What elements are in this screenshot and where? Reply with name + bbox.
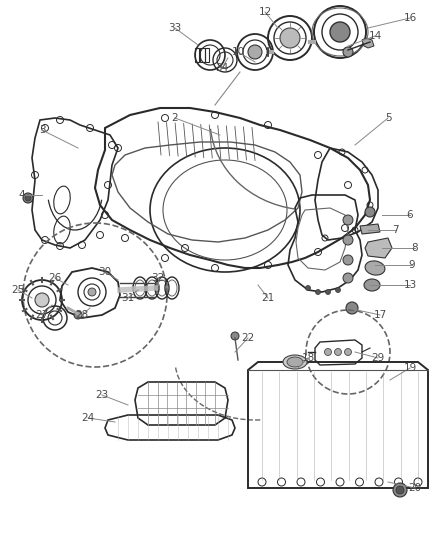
- Circle shape: [396, 486, 404, 494]
- Ellipse shape: [283, 355, 307, 369]
- Circle shape: [35, 293, 49, 307]
- Text: 21: 21: [261, 293, 275, 303]
- Text: 30: 30: [99, 267, 112, 277]
- Text: 31: 31: [121, 293, 134, 303]
- Circle shape: [23, 193, 33, 203]
- Circle shape: [343, 273, 353, 283]
- Ellipse shape: [365, 261, 385, 275]
- Text: 19: 19: [403, 363, 417, 373]
- Text: 8: 8: [412, 243, 418, 253]
- Circle shape: [343, 235, 353, 245]
- Circle shape: [335, 349, 342, 356]
- Text: 24: 24: [81, 413, 95, 423]
- Circle shape: [345, 349, 352, 356]
- Circle shape: [325, 349, 332, 356]
- Text: 20: 20: [409, 483, 421, 493]
- Text: 2: 2: [172, 113, 178, 123]
- Text: 6: 6: [407, 210, 413, 220]
- Text: 13: 13: [403, 280, 417, 290]
- Text: 29: 29: [371, 353, 385, 363]
- Text: 10: 10: [231, 47, 244, 57]
- Ellipse shape: [287, 357, 303, 367]
- Ellipse shape: [364, 279, 380, 291]
- Text: 4: 4: [19, 190, 25, 200]
- Text: 33: 33: [168, 23, 182, 33]
- Ellipse shape: [248, 45, 262, 59]
- Text: 14: 14: [368, 31, 381, 41]
- Circle shape: [365, 207, 375, 217]
- Ellipse shape: [280, 28, 300, 48]
- Circle shape: [346, 302, 358, 314]
- Circle shape: [393, 483, 407, 497]
- Text: 16: 16: [403, 13, 417, 23]
- Text: 23: 23: [95, 390, 109, 400]
- Text: 18: 18: [301, 353, 314, 363]
- Polygon shape: [365, 238, 392, 258]
- Text: 3: 3: [39, 125, 45, 135]
- Text: 17: 17: [373, 310, 387, 320]
- Circle shape: [336, 287, 340, 293]
- Polygon shape: [362, 38, 374, 48]
- Text: 32: 32: [152, 273, 165, 283]
- Circle shape: [343, 255, 353, 265]
- Text: 5: 5: [385, 113, 391, 123]
- Circle shape: [343, 47, 353, 57]
- Ellipse shape: [88, 288, 96, 296]
- Circle shape: [315, 289, 321, 295]
- Circle shape: [343, 215, 353, 225]
- Text: 12: 12: [258, 7, 272, 17]
- Circle shape: [325, 289, 331, 295]
- Text: 34: 34: [215, 63, 229, 73]
- Circle shape: [25, 195, 31, 201]
- Circle shape: [74, 311, 82, 319]
- Text: 9: 9: [409, 260, 415, 270]
- Circle shape: [305, 286, 311, 290]
- Text: 25: 25: [11, 285, 25, 295]
- Ellipse shape: [330, 22, 350, 42]
- Text: 22: 22: [241, 333, 254, 343]
- Text: 27: 27: [35, 310, 49, 320]
- Text: 26: 26: [48, 273, 62, 283]
- Circle shape: [231, 332, 239, 340]
- Text: 7: 7: [392, 225, 398, 235]
- Polygon shape: [360, 224, 380, 234]
- Text: 28: 28: [75, 310, 88, 320]
